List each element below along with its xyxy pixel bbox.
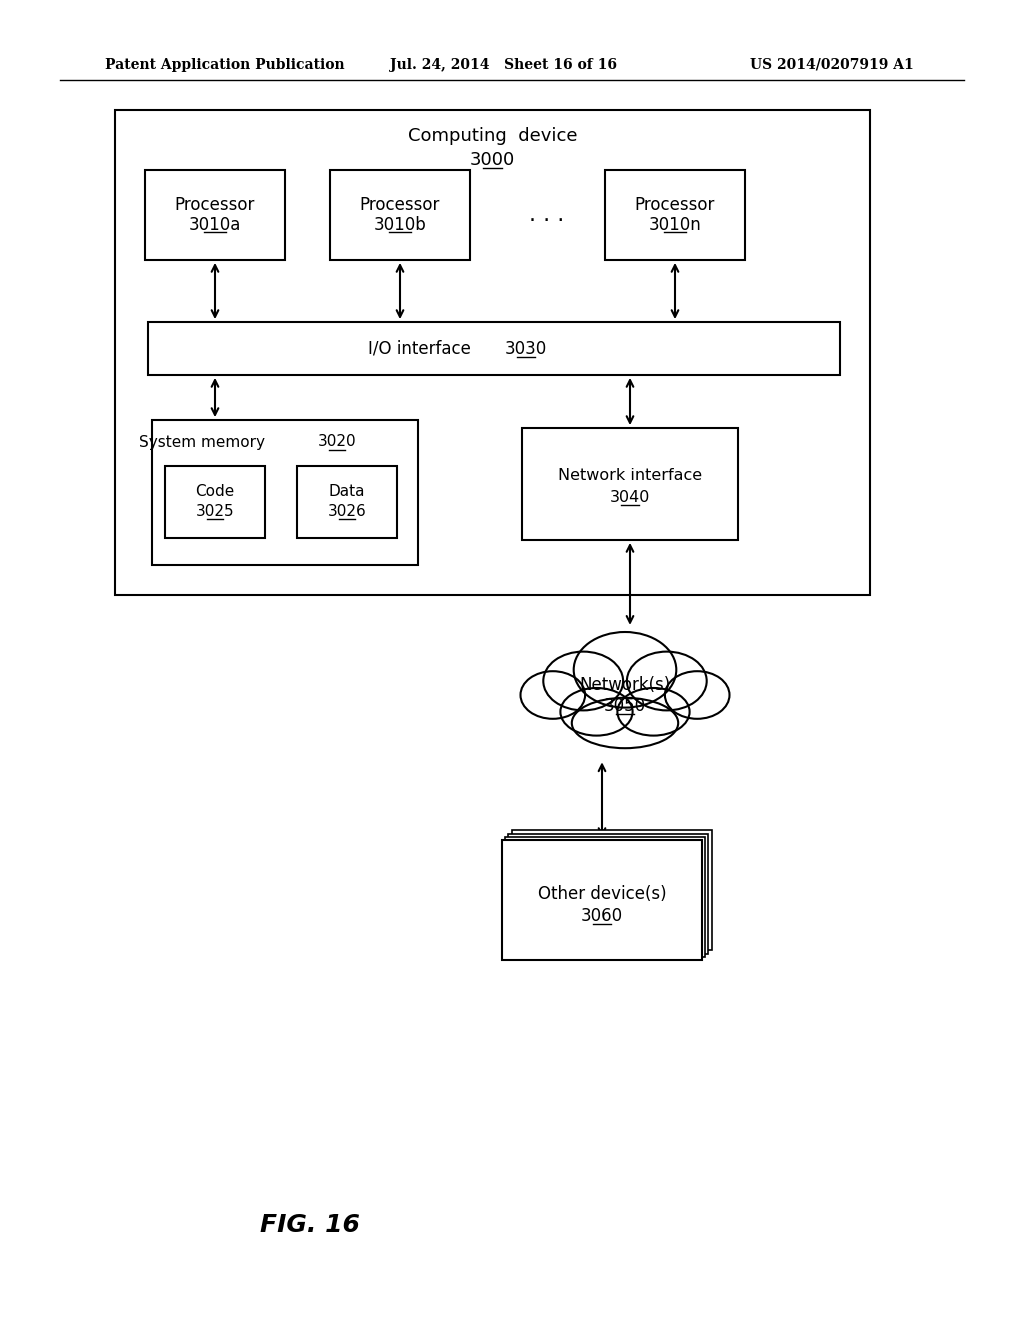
Text: FIG. 16: FIG. 16 <box>260 1213 360 1237</box>
Text: Network interface: Network interface <box>558 469 702 483</box>
Ellipse shape <box>520 671 585 719</box>
Bar <box>297 466 397 539</box>
Ellipse shape <box>627 652 707 710</box>
Ellipse shape <box>544 652 623 710</box>
Text: US 2014/0207919 A1: US 2014/0207919 A1 <box>750 58 913 73</box>
Text: System memory: System memory <box>139 434 275 450</box>
Bar <box>115 110 870 595</box>
Text: Other device(s): Other device(s) <box>538 884 667 903</box>
Text: Processor: Processor <box>175 195 255 214</box>
Ellipse shape <box>573 632 676 708</box>
Bar <box>512 830 712 950</box>
Text: 3040: 3040 <box>610 490 650 504</box>
Text: 3010b: 3010b <box>374 216 426 234</box>
Text: Patent Application Publication: Patent Application Publication <box>105 58 345 73</box>
Text: 3025: 3025 <box>196 504 234 520</box>
Text: Network(s): Network(s) <box>580 676 671 694</box>
Text: 3010a: 3010a <box>188 216 242 234</box>
Text: 3030: 3030 <box>505 339 547 358</box>
Text: 3010n: 3010n <box>648 216 701 234</box>
Bar <box>152 420 418 565</box>
Text: 3020: 3020 <box>317 434 356 450</box>
Bar <box>505 837 705 957</box>
Bar <box>165 466 265 539</box>
Bar <box>330 170 470 260</box>
Bar <box>508 834 708 954</box>
Ellipse shape <box>560 688 633 735</box>
Text: 3026: 3026 <box>328 504 367 520</box>
Text: 3050: 3050 <box>604 697 646 715</box>
Text: Computing  device: Computing device <box>408 127 578 145</box>
Bar <box>148 322 840 375</box>
Text: 3000: 3000 <box>470 150 515 169</box>
Bar <box>605 170 745 260</box>
Text: I/O interface: I/O interface <box>368 339 476 358</box>
Bar <box>502 840 702 960</box>
Text: Code: Code <box>196 484 234 499</box>
Ellipse shape <box>617 688 689 735</box>
Ellipse shape <box>571 698 678 748</box>
Text: Processor: Processor <box>635 195 715 214</box>
Bar <box>522 428 738 540</box>
Ellipse shape <box>665 671 729 719</box>
Bar <box>145 170 285 260</box>
Text: . . .: . . . <box>529 205 564 224</box>
Text: 3060: 3060 <box>581 907 623 925</box>
Text: Data: Data <box>329 484 366 499</box>
Text: Processor: Processor <box>359 195 440 214</box>
Text: Jul. 24, 2014   Sheet 16 of 16: Jul. 24, 2014 Sheet 16 of 16 <box>390 58 617 73</box>
